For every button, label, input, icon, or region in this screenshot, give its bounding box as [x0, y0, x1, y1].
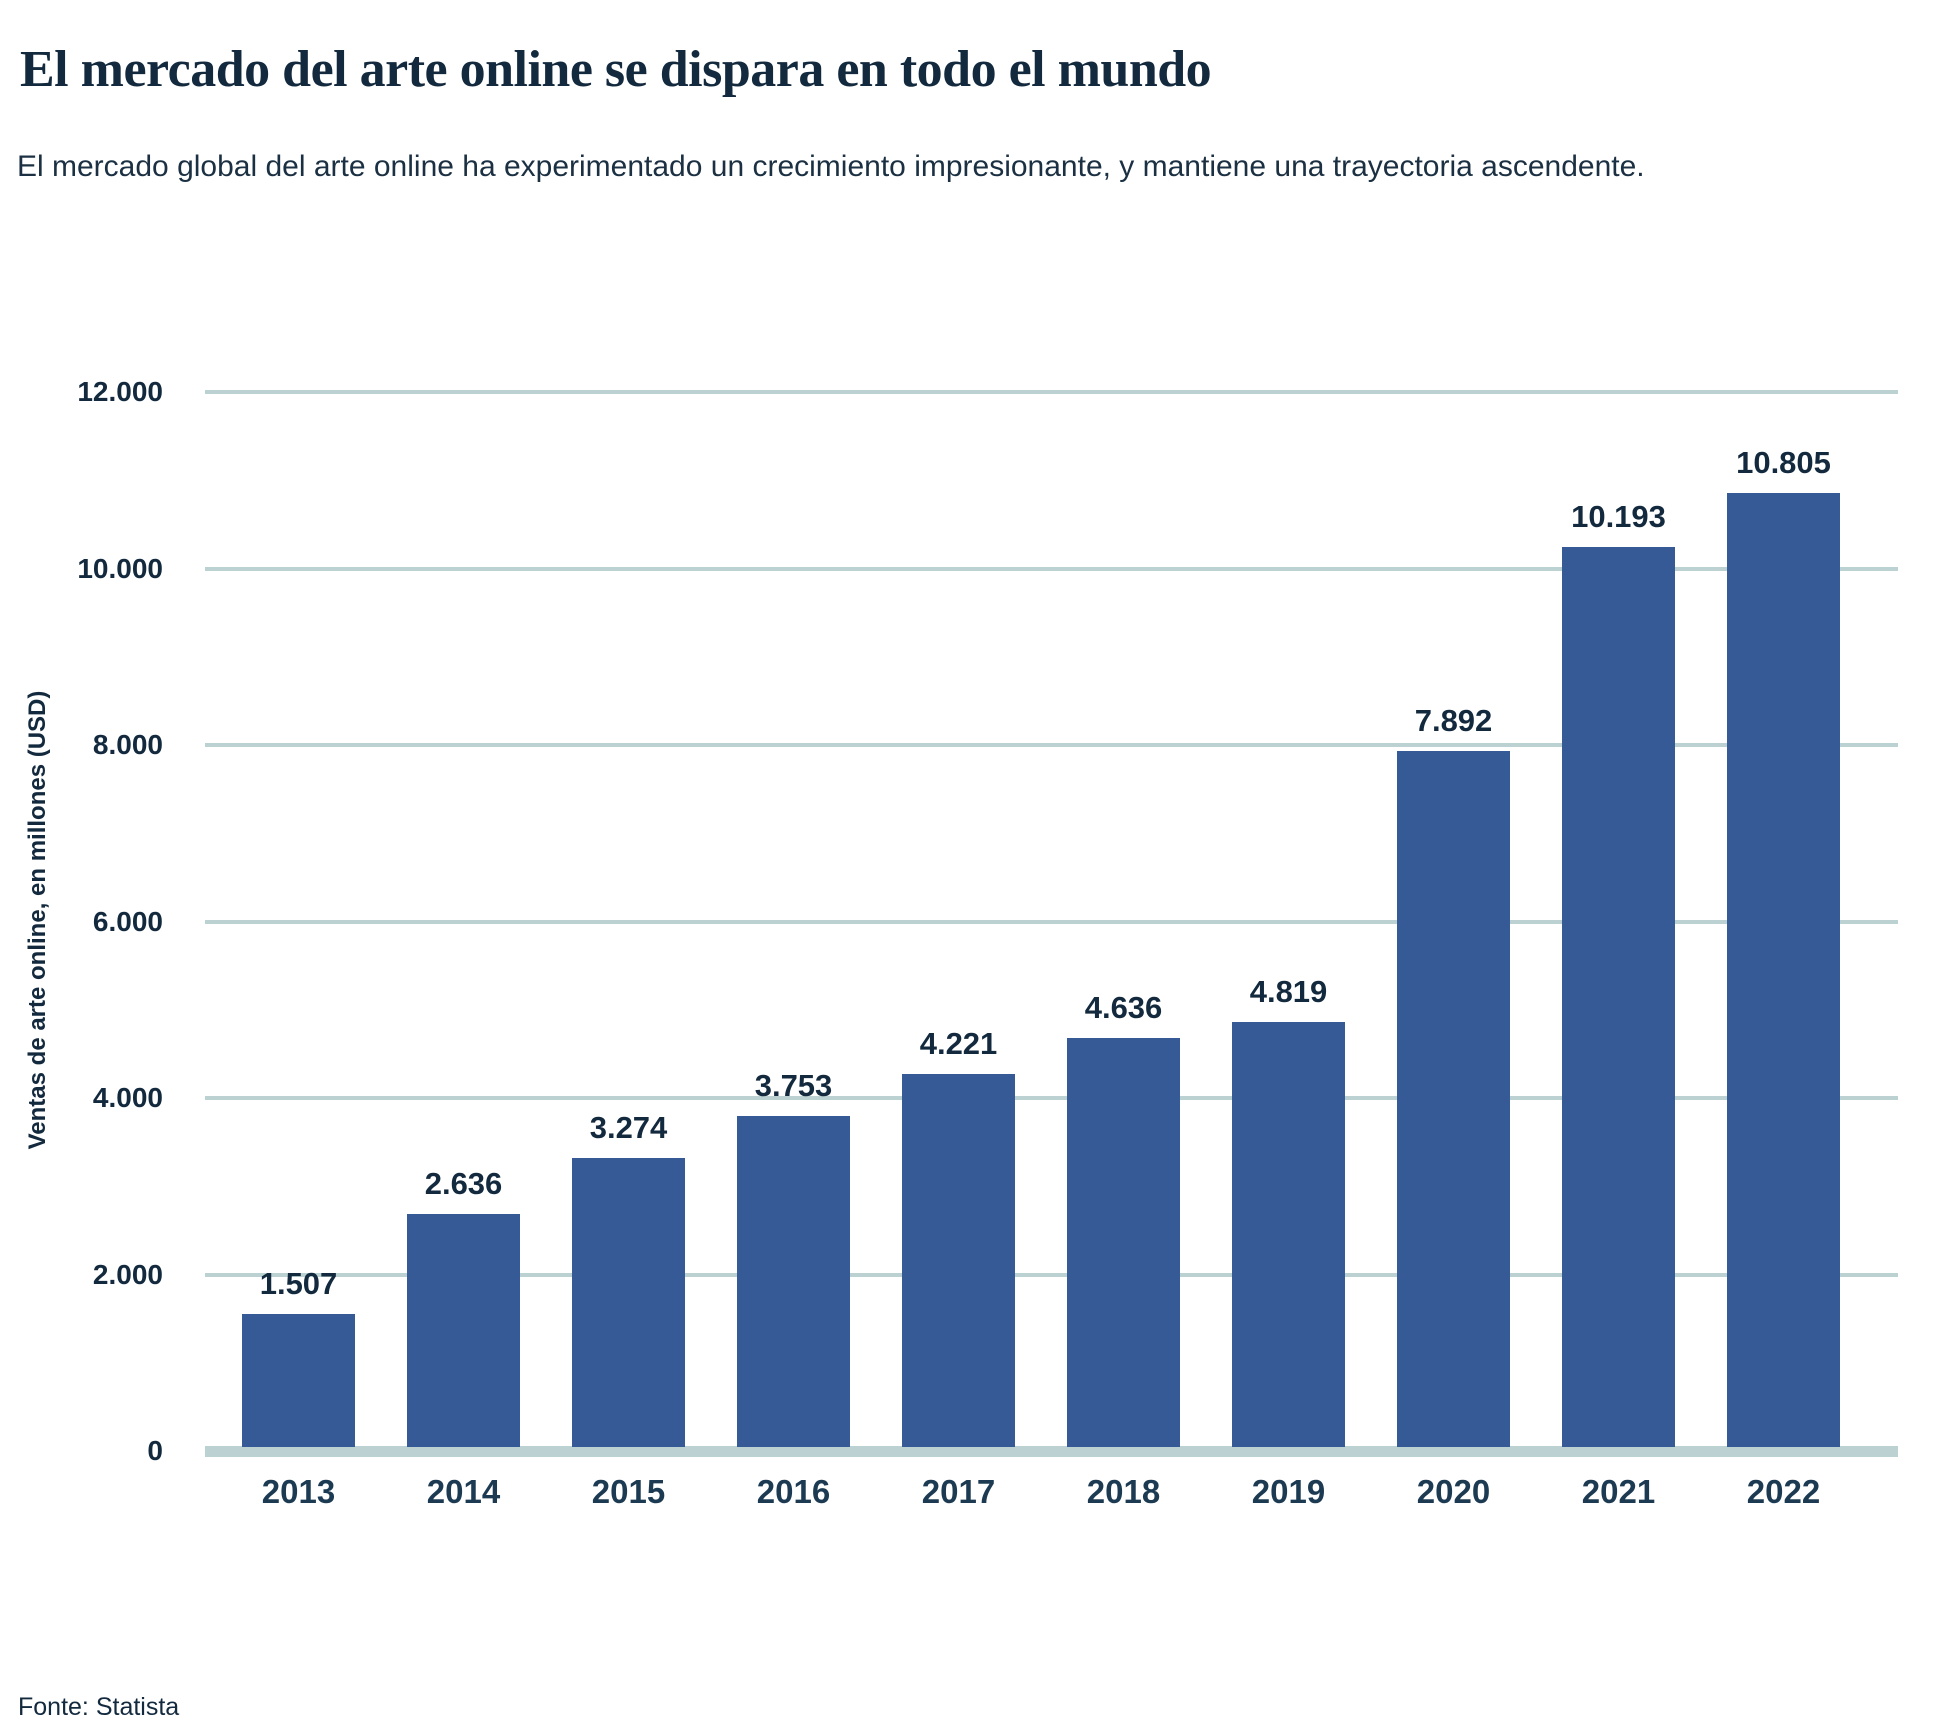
- gridline-8000: [205, 743, 1898, 747]
- bar-2021: [1562, 547, 1675, 1447]
- bar-value-label-2019: 4.819: [1249, 974, 1328, 1009]
- y-tick-label-12000: 12.000: [77, 376, 163, 407]
- bar-2015: [572, 1158, 685, 1447]
- plot-area: 12.000 10.000 8.000 6.000 4.000 2.000 0 1.507 20…: [77, 376, 1898, 1510]
- x-tick-label-2018: 2018: [1086, 1473, 1161, 1510]
- bar-2020: [1397, 751, 1510, 1447]
- bar-value-label-2021: 10.193: [1571, 499, 1666, 534]
- bar-2014: [407, 1214, 520, 1447]
- bar-2022: [1727, 493, 1840, 1447]
- x-axis-baseline: [205, 1446, 1898, 1457]
- x-tick-label-2019: 2019: [1251, 1473, 1326, 1510]
- bar-2019: [1232, 1022, 1345, 1447]
- y-tick-label-4000: 4.000: [92, 1082, 163, 1113]
- x-tick-label-2016: 2016: [756, 1473, 831, 1510]
- x-tick-label-2020: 2020: [1416, 1473, 1491, 1510]
- bar-value-label-2017: 4.221: [919, 1026, 998, 1061]
- bar-value-label-2015: 3.274: [589, 1110, 668, 1145]
- bar-2018: [1067, 1038, 1180, 1447]
- bar-2016: [737, 1116, 850, 1447]
- x-tick-label-2015: 2015: [591, 1473, 666, 1510]
- page-title: El mercado del arte online se dispara en…: [20, 40, 1212, 98]
- gridline-4000: [205, 1096, 1898, 1100]
- x-tick-label-2022: 2022: [1746, 1473, 1821, 1510]
- y-tick-label-0: 0: [147, 1435, 163, 1466]
- bar-value-label-2018: 4.636: [1084, 990, 1163, 1025]
- gridline-6000: [205, 919, 1898, 924]
- gridline-12000: [205, 390, 1898, 394]
- y-tick-label-6000: 6.000: [92, 905, 163, 937]
- x-tick-label-2017: 2017: [921, 1473, 996, 1510]
- y-tick-label-8000: 8.000: [92, 729, 163, 760]
- bar-value-label-2020: 7.892: [1414, 703, 1493, 738]
- bar-value-label-2016: 3.753: [754, 1068, 833, 1103]
- x-tick-label-2014: 2014: [426, 1473, 501, 1510]
- bar-value-label-2022: 10.805: [1736, 445, 1831, 480]
- y-axis-title: Ventas de arte online, en millones (USD): [24, 690, 51, 1150]
- bar-2017: [902, 1074, 1015, 1447]
- x-tick-label-2013: 2013: [261, 1473, 336, 1510]
- y-tick-label-2000: 2.000: [92, 1258, 163, 1290]
- y-tick-label-10000: 10.000: [77, 552, 163, 584]
- x-tick-label-2021: 2021: [1581, 1473, 1656, 1510]
- gridline-2000: [205, 1272, 1898, 1277]
- bar-value-label-2013: 1.507: [259, 1266, 338, 1301]
- source-note: Fonte: Statista: [18, 1693, 180, 1721]
- page-subtitle: El mercado global del arte online ha exp…: [17, 150, 1645, 183]
- bar-2013: [242, 1314, 355, 1447]
- gridline-10000: [205, 566, 1898, 571]
- bar-value-label-2014: 2.636: [424, 1166, 503, 1201]
